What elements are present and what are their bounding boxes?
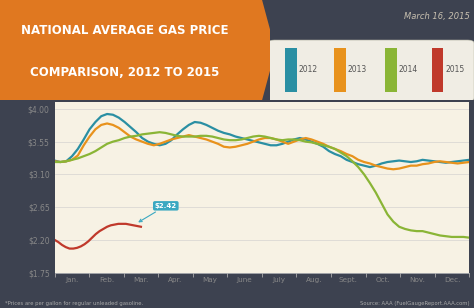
Text: COMPARISON, 2012 TO 2015: COMPARISON, 2012 TO 2015 [29,66,219,79]
Text: March 16, 2015: March 16, 2015 [404,12,470,21]
Bar [285,48,297,92]
Bar [432,48,444,92]
Polygon shape [0,0,275,100]
Text: NATIONAL AVERAGE GAS PRICE: NATIONAL AVERAGE GAS PRICE [20,23,228,37]
Text: 2015: 2015 [446,65,465,74]
Text: 2012: 2012 [299,65,318,74]
Text: $2.42: $2.42 [139,203,177,222]
FancyBboxPatch shape [268,40,474,101]
Bar [385,48,397,92]
Text: Source: AAA (FuelGaugeReport.AAA.com): Source: AAA (FuelGaugeReport.AAA.com) [360,302,469,306]
Bar [334,48,346,92]
Text: *Prices are per gallon for regular unleaded gasoline.: *Prices are per gallon for regular unlea… [5,302,143,306]
Text: 2014: 2014 [399,65,418,74]
Text: 2013: 2013 [347,65,367,74]
